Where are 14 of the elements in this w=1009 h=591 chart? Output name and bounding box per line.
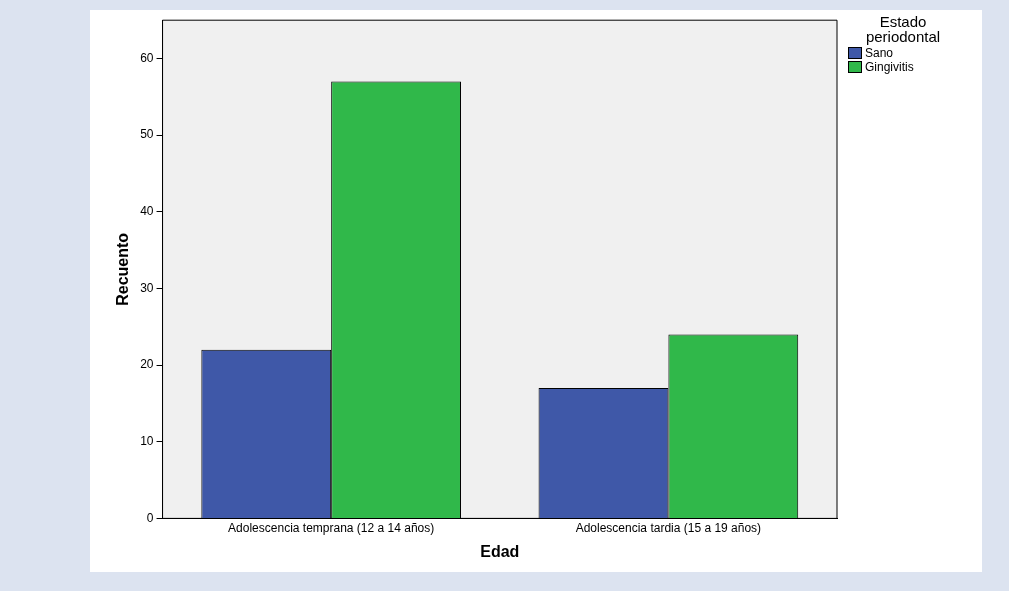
y-tick-label: 20 xyxy=(140,357,154,372)
y-tick-label: 10 xyxy=(140,434,154,449)
x-axis-title: Edad xyxy=(480,542,520,560)
x-tick-label: Adolescencia tardia (15 a 19 años) xyxy=(575,520,762,535)
y-tick-label: 0 xyxy=(146,510,154,525)
y-tick-label: 40 xyxy=(140,204,154,219)
y-tick-label: 30 xyxy=(140,280,154,295)
legend-label: Sano xyxy=(865,46,894,60)
y-tick-label: 50 xyxy=(140,127,154,142)
y-axis-title: Recuento xyxy=(114,232,132,306)
x-tick-label: Adolescencia temprana (12 a 14 años) xyxy=(228,520,435,535)
legend-title: Estado periodontal xyxy=(864,13,942,45)
y-tick-label: 60 xyxy=(140,50,154,65)
legend-label: Gingivitis xyxy=(865,60,914,74)
